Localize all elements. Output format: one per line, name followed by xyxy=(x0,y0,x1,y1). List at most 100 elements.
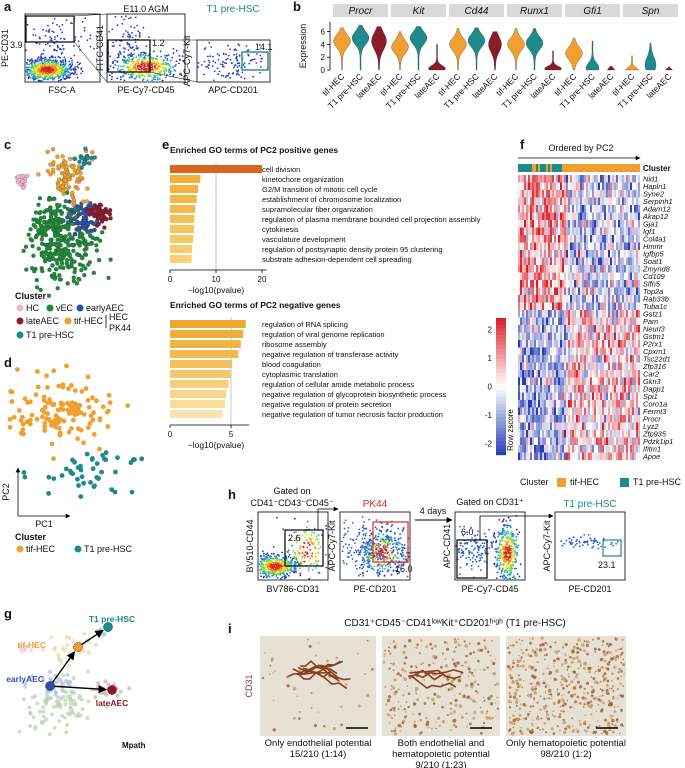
violin xyxy=(666,67,673,70)
faded-cell xyxy=(57,652,61,656)
heatmap-cell xyxy=(618,363,620,371)
heatmap-cell xyxy=(604,430,606,438)
faded-cell xyxy=(18,730,22,734)
cell-dot xyxy=(97,418,102,423)
heatmap-cell xyxy=(612,250,614,258)
heatmap-cell xyxy=(552,325,554,333)
heatmap-cell xyxy=(612,235,614,243)
heatmap-cell xyxy=(524,295,526,303)
heatmap-cell xyxy=(628,378,630,386)
heatmap-cell xyxy=(632,385,634,393)
heatmap-cell xyxy=(558,400,560,408)
heatmap-cell xyxy=(602,288,604,296)
go-term: vasculature development xyxy=(262,235,346,244)
cell-dot xyxy=(66,281,70,285)
heatmap-cell xyxy=(548,378,550,386)
heatmap-cell xyxy=(594,325,596,333)
event-dot xyxy=(133,49,135,51)
event-dot xyxy=(58,69,60,71)
x-tick-label: 10 xyxy=(212,275,221,284)
heatmap-cell xyxy=(592,430,594,438)
cell-dot xyxy=(42,210,46,214)
heatmap-cell xyxy=(610,318,612,326)
heatmap-cell xyxy=(572,295,574,303)
event-dot xyxy=(70,22,72,24)
heatmap-cell xyxy=(602,423,604,431)
heatmap-cell xyxy=(550,175,552,183)
heatmap-cell xyxy=(552,400,554,408)
heatmap-cell xyxy=(562,235,564,243)
heatmap-cell xyxy=(634,318,636,326)
heatmap-cell xyxy=(576,453,578,461)
heatmap-cell xyxy=(550,340,552,348)
event-dot xyxy=(208,64,210,66)
heatmap-cell xyxy=(578,303,580,311)
heatmap-cell xyxy=(570,235,572,243)
heatmap-cell xyxy=(620,295,622,303)
heatmap-cell xyxy=(518,205,520,213)
heatmap-cell xyxy=(550,423,552,431)
heatmap-cell xyxy=(636,445,638,453)
heatmap-cell xyxy=(534,280,536,288)
heatmap-cell xyxy=(630,393,632,401)
heatmap-cell xyxy=(550,273,552,281)
heatmap-cell xyxy=(554,430,556,438)
event-dot xyxy=(38,77,40,79)
heatmap-cell xyxy=(576,438,578,446)
event-dot xyxy=(82,21,84,23)
cell-dot xyxy=(79,468,84,473)
heatmap-cell xyxy=(632,235,634,243)
cell-dot xyxy=(72,211,76,215)
heatmap-cell xyxy=(602,400,604,408)
heatmap-cell xyxy=(564,220,566,228)
cell-dot xyxy=(81,481,86,486)
heatmap-cell xyxy=(544,370,546,378)
heatmap-cell xyxy=(620,190,622,198)
heatmap-cell xyxy=(596,415,598,423)
heatmap-cell xyxy=(586,228,588,236)
cluster-bar-cell xyxy=(602,164,604,172)
heatmap-cell xyxy=(568,453,570,461)
heatmap-cell xyxy=(626,363,628,371)
heatmap-cell xyxy=(620,213,622,221)
heatmap-cell xyxy=(548,273,550,281)
panel-label: f xyxy=(520,137,525,152)
faded-cell xyxy=(80,707,84,711)
heatmap-cell xyxy=(624,280,626,288)
heatmap-cell xyxy=(548,213,550,221)
faded-cell xyxy=(53,726,57,730)
heatmap-cell xyxy=(634,348,636,356)
heatmap-cell xyxy=(570,363,572,371)
heatmap-cell xyxy=(578,258,580,266)
event-dot xyxy=(156,68,158,70)
event-dot xyxy=(61,31,63,33)
heatmap-cell xyxy=(582,378,584,386)
faded-cell xyxy=(65,723,69,727)
event-dot xyxy=(39,43,41,45)
heatmap-cell xyxy=(562,220,564,228)
cell-dot xyxy=(23,475,28,480)
cell-dot xyxy=(49,238,53,242)
heatmap-cell xyxy=(536,265,538,273)
event-dot xyxy=(54,36,56,38)
heatmap-cell xyxy=(630,385,632,393)
heatmap-cell xyxy=(582,295,584,303)
heatmap-cell xyxy=(578,235,580,243)
heatmap-cell xyxy=(582,190,584,198)
event-dot xyxy=(44,60,46,62)
heatmap-cell xyxy=(518,288,520,296)
heatmap-cell xyxy=(534,355,536,363)
bar xyxy=(170,360,232,368)
heatmap-cell xyxy=(546,280,548,288)
heatmap-cell xyxy=(606,333,608,341)
heatmap-cell xyxy=(606,250,608,258)
faded-cell xyxy=(96,681,100,685)
event-dot xyxy=(138,73,140,75)
heatmap-cell xyxy=(562,318,564,326)
cluster-bar-cell xyxy=(622,164,624,172)
event-dot xyxy=(129,44,131,46)
heatmap-cell xyxy=(590,198,592,206)
heatmap-cell xyxy=(580,213,582,221)
heatmap-cell xyxy=(612,175,614,183)
heatmap-cell xyxy=(572,288,574,296)
